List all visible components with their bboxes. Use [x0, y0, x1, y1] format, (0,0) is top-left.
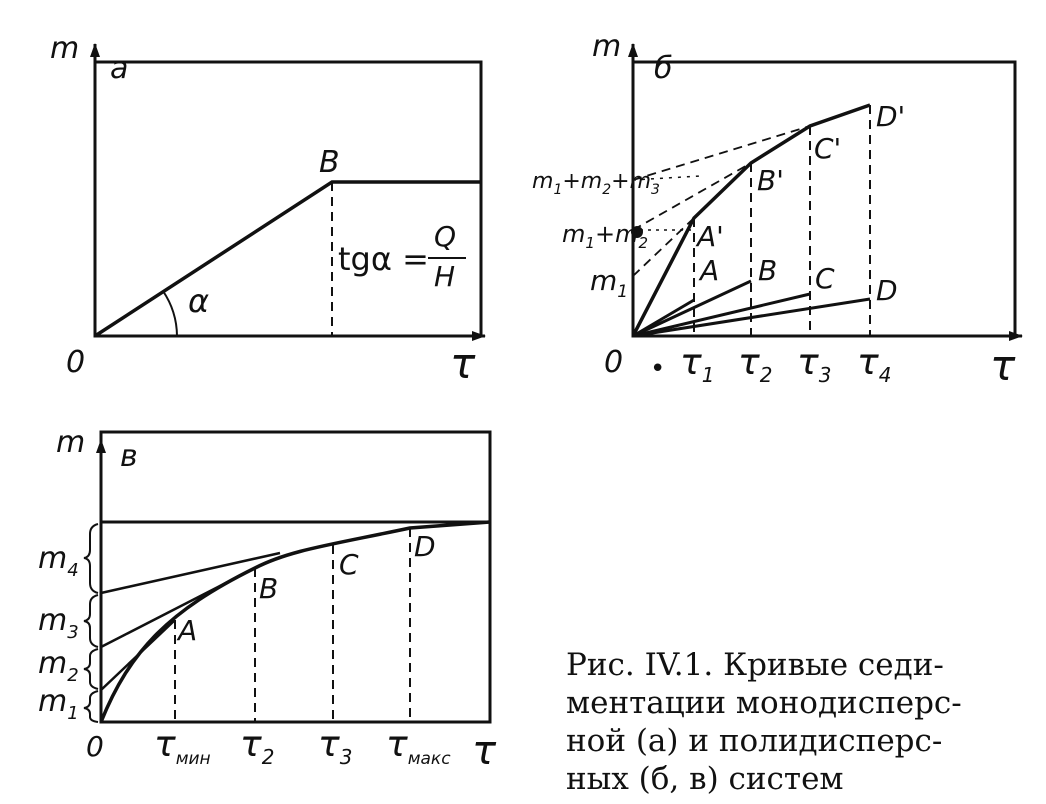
tangent-from-m3 [100, 551, 281, 595]
point-cv-label: C [339, 548, 359, 581]
tangent-m12 [632, 162, 752, 231]
figure-caption: Рис. IV.1. Кривые седи- ментации монодис… [566, 646, 1006, 798]
caption-line-4: ных (б, в) систем [566, 761, 844, 797]
point-a-label: A [698, 254, 719, 287]
brace-m1 [83, 690, 99, 723]
tick-t1: τ1 [680, 342, 714, 387]
panel-v-frame [99, 430, 492, 724]
point-d-label: D [876, 274, 898, 307]
label-m1v: m1 [38, 684, 79, 724]
point-c-label: C [815, 262, 835, 295]
point-bv-label: B [259, 572, 278, 605]
point-b2-label: B [758, 254, 777, 287]
caption-line-2: ментации монодисперс- [566, 685, 962, 721]
angle-label: α [188, 282, 209, 320]
panel-a-label: а [110, 51, 128, 86]
brace-m4 [83, 523, 99, 594]
panel-v-y-label: m [56, 425, 85, 460]
ray-b [632, 279, 752, 338]
panel-a-origin: 0 [66, 345, 85, 380]
point-av-label: A [176, 614, 197, 647]
panel-b-x-label: τ [990, 341, 1016, 390]
panel-b-label: б [654, 51, 673, 86]
point-a-prime-label: A' [695, 220, 724, 253]
point-dv-label: D [414, 530, 436, 563]
angle-arc [162, 290, 178, 337]
caption-line-3: ной (а) и полидисперс- [566, 723, 943, 759]
tick-t4: τ4 [857, 342, 891, 387]
panel-b-y-label: m [592, 29, 621, 64]
panel-a-frame [93, 60, 483, 338]
panel-b-origin: 0 [604, 345, 623, 380]
label-m1: m1 [590, 264, 628, 302]
panel-v [83, 430, 492, 724]
m12-dot [631, 226, 643, 238]
point-b-label: B [319, 145, 340, 180]
tick-tmin: τмин [154, 724, 211, 769]
tangent-from-m2 [100, 566, 256, 649]
caption-line-1: Рис. IV.1. Кривые седи- [566, 647, 944, 683]
panel-a-x-label: τ [450, 339, 476, 388]
label-m4: m4 [38, 541, 79, 581]
brace-m2 [83, 648, 99, 690]
label-m3: m3 [38, 603, 79, 643]
tick-t2: τ2 [738, 342, 772, 387]
formula-left: tgα = [338, 240, 429, 278]
tick-t2v: τ2 [240, 724, 274, 769]
panel-v-x-label: τ [472, 728, 497, 774]
panel-a-y-label: m [50, 31, 79, 66]
tangent-from-m1 [100, 619, 176, 691]
label-m2: m2 [38, 646, 79, 686]
panel-v-origin: 0 [86, 730, 104, 763]
tick-t3: τ3 [797, 342, 831, 387]
panel-a [90, 43, 486, 341]
tick-tmax: τмакс [386, 724, 451, 769]
point-b-prime-label: B' [757, 164, 784, 197]
tangent-m123 [632, 125, 811, 181]
ray-c [632, 292, 811, 338]
label-m1-m2-m3: m1+m2+m3 [532, 169, 660, 198]
formula-numerator: Q [434, 220, 456, 253]
tick-t3v: τ3 [318, 724, 352, 769]
panel-b [628, 43, 1023, 341]
formula-denominator: H [434, 260, 455, 293]
brace-m3 [83, 594, 99, 648]
leader-m123 [632, 175, 701, 181]
point-d-prime-label: D' [876, 100, 905, 133]
panel-v-label: в [120, 439, 138, 474]
label-m1-m2: m1+m2 [562, 220, 648, 252]
point-c-prime-label: C' [814, 132, 841, 165]
panel-b-dot-mark: • [650, 354, 665, 384]
